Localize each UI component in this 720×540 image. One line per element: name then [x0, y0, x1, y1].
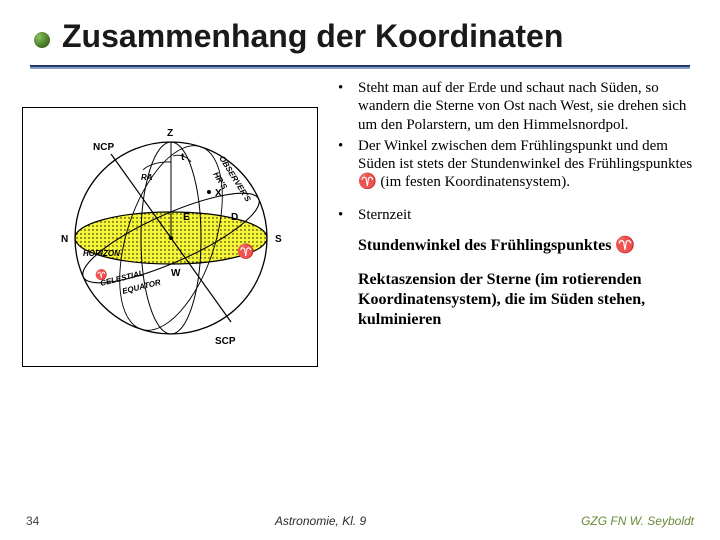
footer-center: Astronomie, Kl. 9 — [60, 514, 581, 528]
aries-small-icon: ♈ — [95, 268, 107, 281]
celestial-sphere-diagram: X D t RA ♈ E W N S Z NCP — [22, 107, 318, 367]
bullet-1: Steht man auf der Erde und schaut nach S… — [330, 79, 698, 134]
aries-point-icon: ♈ — [237, 243, 254, 260]
bold-block-1: Stundenwinkel des Frühlingspunktes ♈ — [330, 236, 698, 256]
footer: 34 Astronomie, Kl. 9 GZG FN W. Seyboldt — [0, 514, 720, 528]
label-scp: SCP — [215, 336, 236, 347]
slide-title: Zusammenhang der Koordinaten — [62, 18, 690, 55]
text-column: Steht man auf der Erde und schaut nach S… — [330, 79, 698, 367]
bold-block-2: Rektaszension der Sterne (im rotierenden… — [330, 270, 698, 330]
bullet-2: Der Winkel zwischen dem Frühlingspunkt u… — [330, 137, 698, 192]
footer-right: GZG FN W. Seyboldt — [581, 514, 694, 528]
label-e: E — [183, 212, 190, 223]
bullet-list-2: Sternzeit — [330, 206, 698, 224]
content-area: X D t RA ♈ E W N S Z NCP — [0, 69, 720, 367]
bullet-3: Sternzeit — [330, 206, 698, 224]
label-ncp: NCP — [93, 142, 114, 153]
title-bar: Zusammenhang der Koordinaten — [0, 0, 720, 61]
label-ra: RA — [141, 173, 153, 182]
bullet-list: Steht man auf der Erde und schaut nach S… — [330, 79, 698, 192]
label-w: W — [171, 268, 181, 279]
label-n: N — [61, 234, 68, 245]
diagram-column: X D t RA ♈ E W N S Z NCP — [22, 79, 322, 367]
label-z: Z — [167, 128, 173, 139]
page-number: 34 — [26, 514, 60, 528]
title-bullet-icon — [34, 32, 50, 48]
label-s: S — [275, 234, 282, 245]
label-d: D — [231, 212, 238, 223]
label-horizon: HORIZON — [83, 249, 120, 258]
